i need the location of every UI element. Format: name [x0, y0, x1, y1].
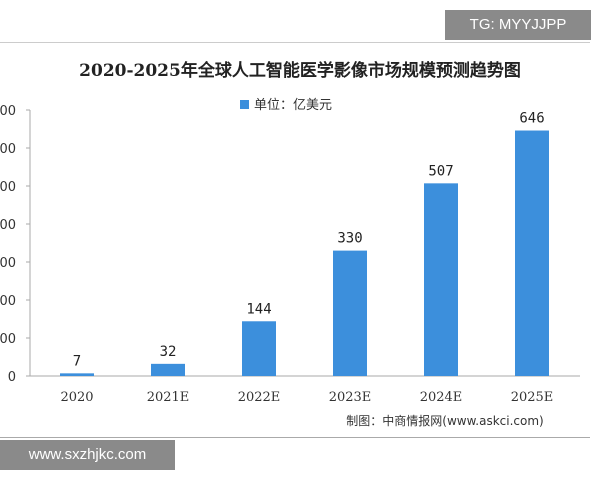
chart-title: 2020-2025年全球人工智能医学影像市场规模预测趋势图: [79, 60, 521, 81]
source-note: 制图：中商情报网(www.askci.com): [346, 413, 543, 428]
bar: [333, 250, 367, 376]
y-tick-label: 700: [0, 104, 16, 119]
y-tick-label: 600: [0, 142, 16, 157]
y-tick-label: 500: [0, 180, 16, 195]
data-label: 330: [337, 231, 362, 247]
x-tick-label: 2020: [60, 390, 93, 405]
bottom-divider: [0, 437, 590, 438]
bar: [151, 363, 185, 376]
y-tick-label: 400: [0, 218, 16, 233]
data-label: 32: [160, 344, 177, 360]
bar: [242, 321, 276, 376]
legend-label: 单位：亿美元: [254, 98, 332, 113]
watermark-top: TG: MYYJJPP: [445, 10, 591, 40]
x-tick-label: 2024E: [420, 390, 463, 405]
y-tick-label: 300: [0, 256, 16, 271]
x-tick-label: 2025E: [511, 390, 554, 405]
y-tick-label: 200: [0, 294, 16, 309]
data-label: 7: [73, 353, 81, 369]
y-tick-label: 0: [8, 370, 16, 385]
bar: [515, 130, 549, 376]
data-label: 507: [428, 163, 453, 179]
x-tick-label: 2021E: [147, 390, 190, 405]
bar: [60, 373, 94, 376]
y-tick-label: 100: [0, 332, 16, 347]
bar: [424, 183, 458, 376]
legend-swatch: [240, 100, 249, 109]
data-label: 144: [246, 301, 271, 317]
watermark-bottom: www.sxzhjkc.com: [0, 440, 175, 470]
x-tick-label: 2022E: [238, 390, 281, 405]
x-tick-label: 2023E: [329, 390, 372, 405]
data-label: 646: [519, 111, 544, 127]
top-divider: [0, 42, 590, 43]
